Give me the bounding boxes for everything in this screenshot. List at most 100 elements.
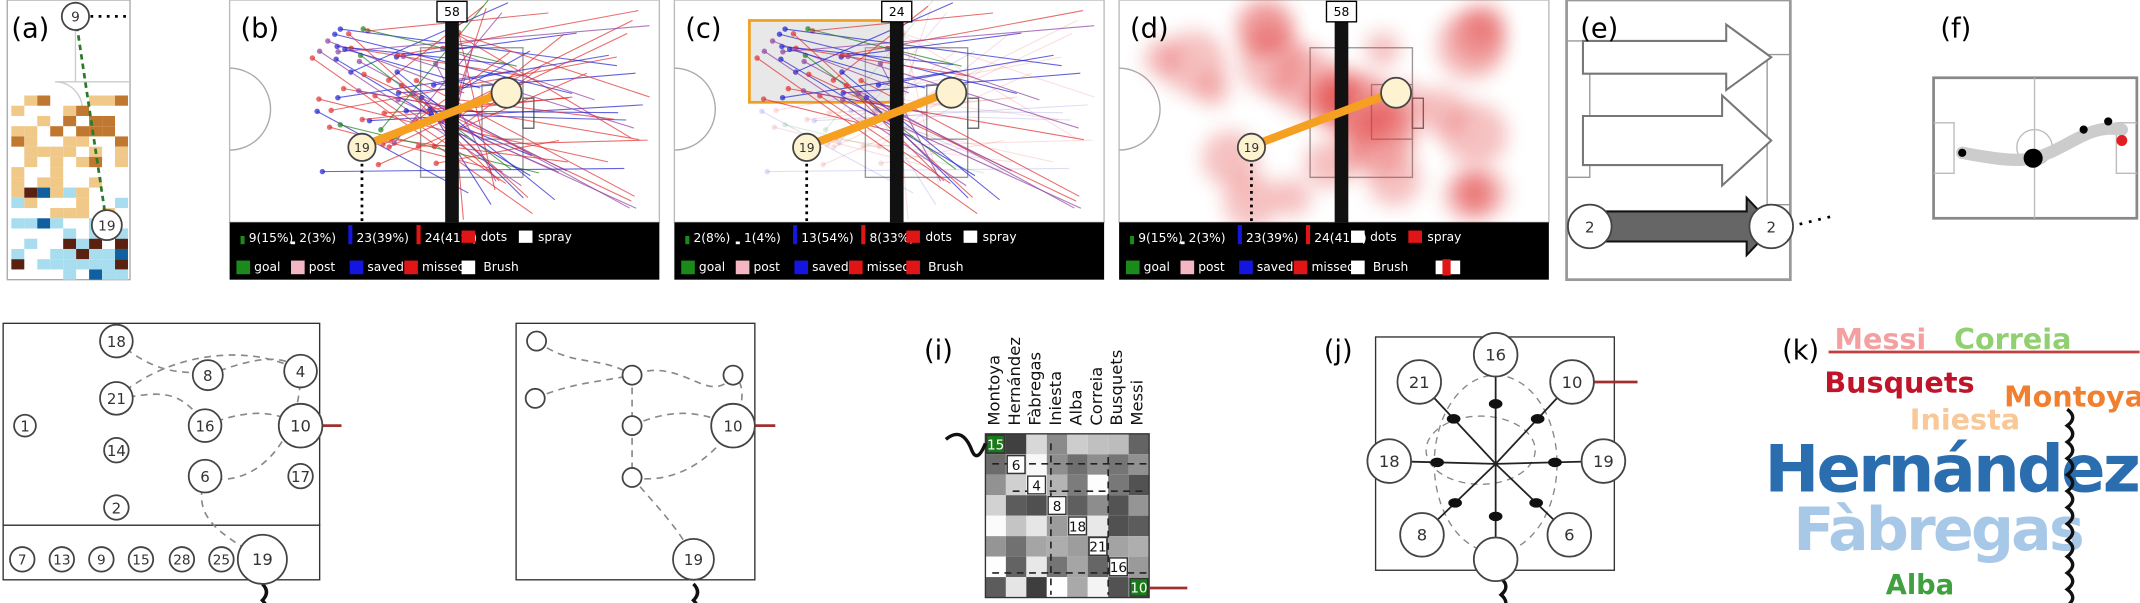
brush-label[interactable]: Brush xyxy=(928,260,963,274)
matrix-cell xyxy=(1128,536,1150,557)
heat-cell xyxy=(89,115,103,127)
shot-origin xyxy=(764,168,770,175)
matrix-cell xyxy=(985,536,1006,557)
player-number: 19 xyxy=(1593,452,1614,471)
panel-frame xyxy=(2,322,321,526)
matrix-cell xyxy=(1005,474,1027,496)
shot-trajectory xyxy=(775,56,1062,111)
outcome-swatch xyxy=(1293,260,1308,275)
player-number: 16 xyxy=(1485,346,1506,365)
outcome-swatch xyxy=(1239,260,1253,275)
player-node xyxy=(191,359,224,392)
matrix-cell xyxy=(1026,577,1047,598)
mode-label[interactable]: dots xyxy=(925,230,952,244)
shot-trajectory xyxy=(842,10,1084,56)
heat-cell xyxy=(37,218,51,229)
panel-label: (a) xyxy=(11,14,49,45)
heat-cell xyxy=(76,248,90,260)
player-number: 19 xyxy=(98,218,115,234)
stat-label: 23(39%) xyxy=(356,231,408,245)
brush-label[interactable]: Brush xyxy=(483,260,518,274)
brush-swatch xyxy=(1351,260,1365,275)
shot-origin xyxy=(325,38,331,44)
outcome-swatch xyxy=(848,260,863,275)
matrix-cell xyxy=(1087,515,1109,537)
mode-label[interactable]: dots xyxy=(1370,230,1397,244)
heat-cell xyxy=(76,126,90,137)
heat-cell xyxy=(102,126,116,137)
player-number: 16 xyxy=(196,418,215,436)
player-node xyxy=(90,209,123,241)
heat-cell xyxy=(24,197,38,209)
word: Busquets xyxy=(1824,366,1974,400)
heat-cell xyxy=(37,259,51,270)
heat-cell xyxy=(50,248,64,260)
stat-tick xyxy=(1237,225,1242,245)
player-node xyxy=(1236,132,1266,162)
player-node xyxy=(277,402,324,449)
pass-marker xyxy=(1488,511,1503,522)
matrix-cell xyxy=(985,515,1006,537)
player-number: 19 xyxy=(354,141,370,155)
matrix-cell xyxy=(1046,556,1068,578)
heat-cell xyxy=(89,177,103,188)
brush-label[interactable]: Brush xyxy=(1373,260,1408,274)
panel-label: (i) xyxy=(924,335,953,366)
flow-arrow xyxy=(1581,22,1773,93)
shot-trajectory xyxy=(340,28,618,67)
shot-trajectory xyxy=(860,51,955,122)
matrix-cell xyxy=(1128,474,1150,496)
mode-label[interactable]: spray xyxy=(538,230,572,244)
player-number: 19 xyxy=(684,551,703,569)
shot-trajectory xyxy=(397,10,639,56)
matrix-cell xyxy=(1026,556,1047,578)
shot-trajectory xyxy=(858,93,1012,172)
shot-trajectory xyxy=(887,47,1040,101)
shot-trajectory xyxy=(458,32,496,191)
pitch-line xyxy=(1119,67,1161,151)
pass-marker xyxy=(1446,414,1461,424)
heat-cell xyxy=(50,259,64,270)
player-name: Messi xyxy=(1128,380,1147,426)
matrix-cell xyxy=(1108,433,1129,455)
stat-label: 2(8%) xyxy=(693,231,730,245)
heat-cell xyxy=(63,248,77,260)
shot-trajectory xyxy=(457,7,487,93)
heat-cell xyxy=(24,146,38,157)
player-node xyxy=(13,413,37,438)
heat-cell xyxy=(89,269,103,280)
shot-trajectory xyxy=(312,57,533,214)
player-node xyxy=(524,387,546,409)
mode-label[interactable]: dots xyxy=(481,230,507,244)
matrix-cell xyxy=(1026,433,1047,455)
mode-swatch xyxy=(906,230,920,243)
mode-label[interactable]: spray xyxy=(1427,230,1461,244)
heat-cell xyxy=(50,146,64,157)
player-node xyxy=(722,364,744,386)
player-number: 13 xyxy=(53,553,70,569)
mode-label[interactable]: spray xyxy=(983,230,1017,244)
shot-trajectory xyxy=(767,167,1070,173)
outcome-swatch xyxy=(681,260,695,275)
player-node xyxy=(283,353,318,389)
heat-cell xyxy=(76,156,90,168)
player-node xyxy=(127,546,155,573)
pitch-line xyxy=(1933,77,2137,219)
heat-cell xyxy=(37,177,51,188)
heat-cell xyxy=(89,238,103,249)
shot-origin xyxy=(337,122,343,128)
shot-trajectory xyxy=(902,7,932,93)
outcome-swatch xyxy=(236,260,251,275)
heat-cell xyxy=(89,126,103,137)
pass-marker xyxy=(1529,498,1543,508)
heat-cell xyxy=(50,208,64,219)
player-node xyxy=(1366,438,1412,484)
shot-origin xyxy=(342,46,348,52)
shot-trajectory xyxy=(841,32,1022,58)
shot-origin xyxy=(806,71,812,78)
diagonal-cell xyxy=(1088,536,1108,556)
time-bar xyxy=(445,13,459,223)
shot-count: 24 xyxy=(889,5,905,19)
pass-marker xyxy=(1430,457,1444,468)
shot-origin xyxy=(359,116,365,123)
